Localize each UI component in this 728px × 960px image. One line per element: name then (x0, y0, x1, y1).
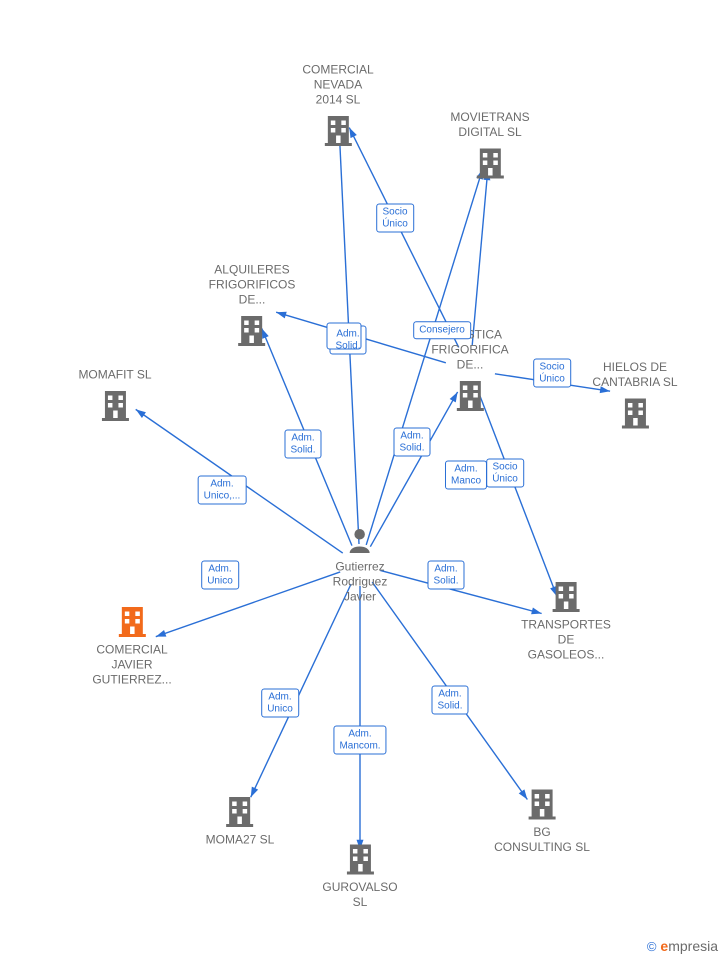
building-icon (78, 387, 151, 423)
building-icon (209, 312, 296, 348)
node-label: MOMA27 SL (206, 833, 275, 848)
node-label: TRANSPORTES DE GASOLEOS... (521, 618, 611, 663)
edge-label: Socio Único (533, 359, 571, 388)
edge-label: Adm. Unico (201, 561, 239, 590)
node-movietrans[interactable]: MOVIETRANS DIGITAL SL (450, 110, 529, 180)
building-icon (206, 793, 275, 829)
node-moma27[interactable]: MOMA27 SL (206, 793, 275, 848)
person-icon (333, 526, 388, 556)
node-alquileres[interactable]: ALQUILERES FRIGORIFICOS DE... (209, 263, 296, 348)
node-label: COMERCIAL NEVADA 2014 SL (302, 63, 373, 108)
building-icon (92, 603, 171, 639)
edge-label: Adm. Unico (261, 689, 299, 718)
edge-label: Adm. Solid. (284, 430, 321, 459)
edge-label: Adm. Unico,... (198, 476, 247, 505)
building-icon (431, 377, 508, 413)
edge-label: Adm. Solid. (329, 326, 366, 355)
node-comjavier[interactable]: COMERCIAL JAVIER GUTIERREZ... (92, 603, 171, 688)
node-label: HIELOS DE CANTABRIA SL (592, 360, 677, 390)
building-icon (494, 785, 590, 821)
node-bgconsult[interactable]: BG CONSULTING SL (494, 785, 590, 855)
node-label: MOVIETRANS DIGITAL SL (450, 110, 529, 140)
node-hielos[interactable]: HIELOS DE CANTABRIA SL (592, 360, 677, 430)
edge-label: Adm. Solid. (431, 686, 468, 715)
building-icon (302, 112, 373, 148)
brand-text: empresia (660, 938, 718, 954)
edge-label: Adm. Manco (445, 461, 487, 490)
node-transportes[interactable]: TRANSPORTES DE GASOLEOS... (521, 578, 611, 663)
node-center[interactable]: Gutierrez Rodriguez Javier (333, 526, 388, 605)
edge-label: Adm. Solid. (427, 561, 464, 590)
edge-label: Socio Único (376, 204, 414, 233)
node-label: COMERCIAL JAVIER GUTIERREZ... (92, 643, 171, 688)
node-label: BG CONSULTING SL (494, 825, 590, 855)
footer: © empresia (647, 938, 718, 954)
edge-label: Socio Único (486, 459, 524, 488)
diagram-canvas: Gutierrez Rodriguez Javier COMERCIAL NEVA… (0, 0, 728, 960)
edge-label: Adm. Solid. (393, 428, 430, 457)
node-logistica[interactable]: LOGISTICA FRIGORIFICA DE... (431, 328, 508, 413)
building-icon (322, 840, 397, 876)
node-gurovalso[interactable]: GUROVALSO SL (322, 840, 397, 910)
node-label: MOMAFIT SL (78, 368, 151, 383)
building-icon (592, 394, 677, 430)
node-nevada[interactable]: COMERCIAL NEVADA 2014 SL (302, 63, 373, 148)
node-label: LOGISTICA FRIGORIFICA DE... (431, 328, 508, 373)
node-momafit[interactable]: MOMAFIT SL (78, 368, 151, 423)
node-label: Gutierrez Rodriguez Javier (333, 560, 388, 605)
node-label: GUROVALSO SL (322, 880, 397, 910)
edge-label: Adm. Mancom. (333, 726, 386, 755)
building-icon (450, 144, 529, 180)
node-label: ALQUILERES FRIGORIFICOS DE... (209, 263, 296, 308)
building-icon (521, 578, 611, 614)
copyright-symbol: © (647, 939, 657, 954)
